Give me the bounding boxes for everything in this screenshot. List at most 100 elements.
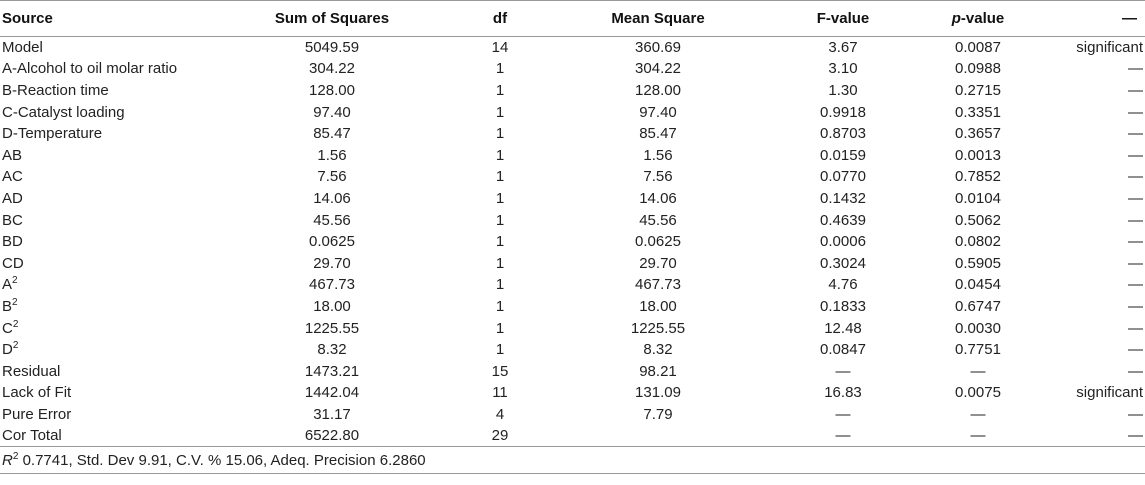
table-row: AB 1.56 1 1.56 0.0159 0.0013 — [0,144,1145,166]
table-row: Lack of Fit 1442.04 11 131.09 16.83 0.0075 sig… [0,382,1145,404]
cell-sum-of-squares: 7.56 [317,168,347,186]
source-label: B-Reaction time [2,81,109,99]
cell-mean-square: 131.09 [635,384,681,402]
cell-mean-square: 8.32 [643,341,673,359]
cell-p-value: 0.0013 [955,146,1001,164]
cell-mean-square [548,425,768,447]
cell-p-value: 0.3351 [955,103,1001,121]
cell-p-value: — [970,405,986,423]
header-p-letter: p [951,10,961,27]
source-label: A [2,276,13,294]
cell-df: 1 [495,146,505,164]
footnote-r-letter: R [2,451,13,469]
cell-p-value: 0.5062 [955,211,1001,229]
source-label: A-Alcohol to oil molar ratio [2,60,178,78]
cell-source: B-Reaction time [0,80,212,102]
cell-p-value: 0.0988 [955,60,1001,78]
source-exponent: 2 [12,340,19,352]
cell-source: C-Catalyst loading [0,101,212,123]
header-df: df [452,0,548,37]
footnote-r-sup: 2 [12,450,19,462]
cell-sum-of-squares: 8.32 [317,341,347,359]
cell-df: 1 [495,341,505,359]
cell-f-value: 0.8703 [820,125,866,143]
cell-source: C2 [0,317,212,339]
cell-source: AB [0,144,212,166]
cell-sum-of-squares: 1.56 [317,146,347,164]
source-label: AD [2,189,23,207]
cell-p-value: 0.0454 [955,276,1001,294]
source-label: D [2,341,13,359]
cell-significance: — [1128,146,1143,164]
cell-sum-of-squares: 304.22 [309,60,355,78]
cell-f-value: 0.3024 [820,254,866,272]
cell-mean-square: 29.70 [639,254,677,272]
cell-mean-square: 97.40 [639,103,677,121]
table-row: A-Alcohol to oil molar ratio 304.22 1 304.2… [0,58,1145,80]
cell-f-value: 0.0006 [820,233,866,251]
cell-df: 4 [495,405,505,423]
anova-table: Source Sum of Squares df Mean Square F-v… [0,0,1145,475]
cell-p-value: 0.0802 [955,233,1001,251]
cell-significance: significant [1076,384,1143,402]
cell-df: 1 [495,254,505,272]
source-label: D-Temperature [2,125,103,143]
table-row: AD 14.06 1 14.06 0.1432 0.0104 — [0,188,1145,210]
header-f-value: F-value [768,0,918,37]
cell-mean-square: 85.47 [639,125,677,143]
cell-sum-of-squares: 6522.80 [304,427,360,445]
cell-f-value: 0.4639 [820,211,866,229]
cell-source: AD [0,188,212,210]
table-row: D2 8.32 1 8.32 0.0847 0.7751 — [0,339,1145,361]
cell-mean-square: 304.22 [635,60,681,78]
cell-df: 1 [495,81,505,99]
cell-p-value: 0.3657 [955,125,1001,143]
table-row: Cor Total 6522.80 29 — — — [0,425,1145,447]
cell-f-value: 4.76 [828,276,858,294]
source-label: B [2,297,13,315]
cell-sum-of-squares: 18.00 [313,297,351,315]
cell-f-value: 1.30 [828,81,858,99]
source-label: Cor Total [2,427,62,445]
cell-f-value: 0.0159 [820,146,866,164]
cell-p-value: 0.0087 [955,39,1001,57]
source-label: Lack of Fit [2,384,72,402]
cell-p-value: 0.0030 [955,319,1001,337]
cell-f-value: 16.83 [824,384,862,402]
cell-sum-of-squares: 1473.21 [304,362,360,380]
cell-p-value: 0.7751 [955,341,1001,359]
table-row: Residual 1473.21 15 98.21 — — — [0,360,1145,382]
header-significance: — [1038,0,1145,37]
cell-f-value: 0.1833 [820,297,866,315]
cell-source: Model [0,37,212,59]
cell-p-value: 0.0075 [955,384,1001,402]
cell-source: CD [0,252,212,274]
header-row: Source Sum of Squares df Mean Square F-v… [0,0,1145,37]
cell-df: 14 [491,39,509,57]
cell-source: Lack of Fit [0,382,212,404]
cell-mean-square: 14.06 [639,189,677,207]
cell-df: 1 [495,233,505,251]
source-label: BC [2,211,23,229]
cell-source: B2 [0,296,212,318]
cell-source: BC [0,209,212,231]
cell-significance: — [1128,319,1143,337]
cell-significance: — [1128,341,1143,359]
cell-df: 15 [491,362,509,380]
cell-f-value: — [835,362,851,380]
cell-f-value: 0.0847 [820,341,866,359]
cell-sum-of-squares: 85.47 [313,125,351,143]
cell-significance: — [1128,125,1143,143]
cell-p-value: 0.2715 [955,81,1001,99]
table-row: CD 29.70 1 29.70 0.3024 0.5905 — [0,252,1145,274]
cell-source: Residual [0,360,212,382]
cell-sum-of-squares: 45.56 [313,211,351,229]
cell-sum-of-squares: 5049.59 [304,39,360,57]
cell-f-value: 3.67 [828,39,858,57]
cell-f-value: — [835,427,851,445]
table-row: BC 45.56 1 45.56 0.4639 0.5062 — [0,209,1145,231]
cell-df: 1 [495,211,505,229]
cell-significance: — [1128,297,1143,315]
cell-df: 11 [492,384,508,402]
cell-source: A-Alcohol to oil molar ratio [0,58,212,80]
